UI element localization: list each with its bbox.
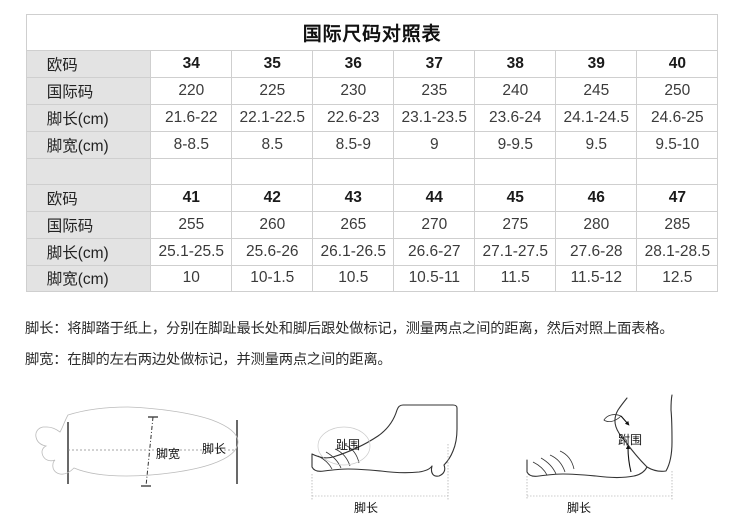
svg-text:脚长: 脚长 [567,500,591,515]
svg-text:跗围: 跗围 [618,433,642,447]
svg-text:脚宽: 脚宽 [156,446,180,461]
svg-text:脚长: 脚长 [354,500,378,515]
svg-text:趾围: 趾围 [336,438,360,452]
svg-text:脚长: 脚长 [202,441,226,456]
